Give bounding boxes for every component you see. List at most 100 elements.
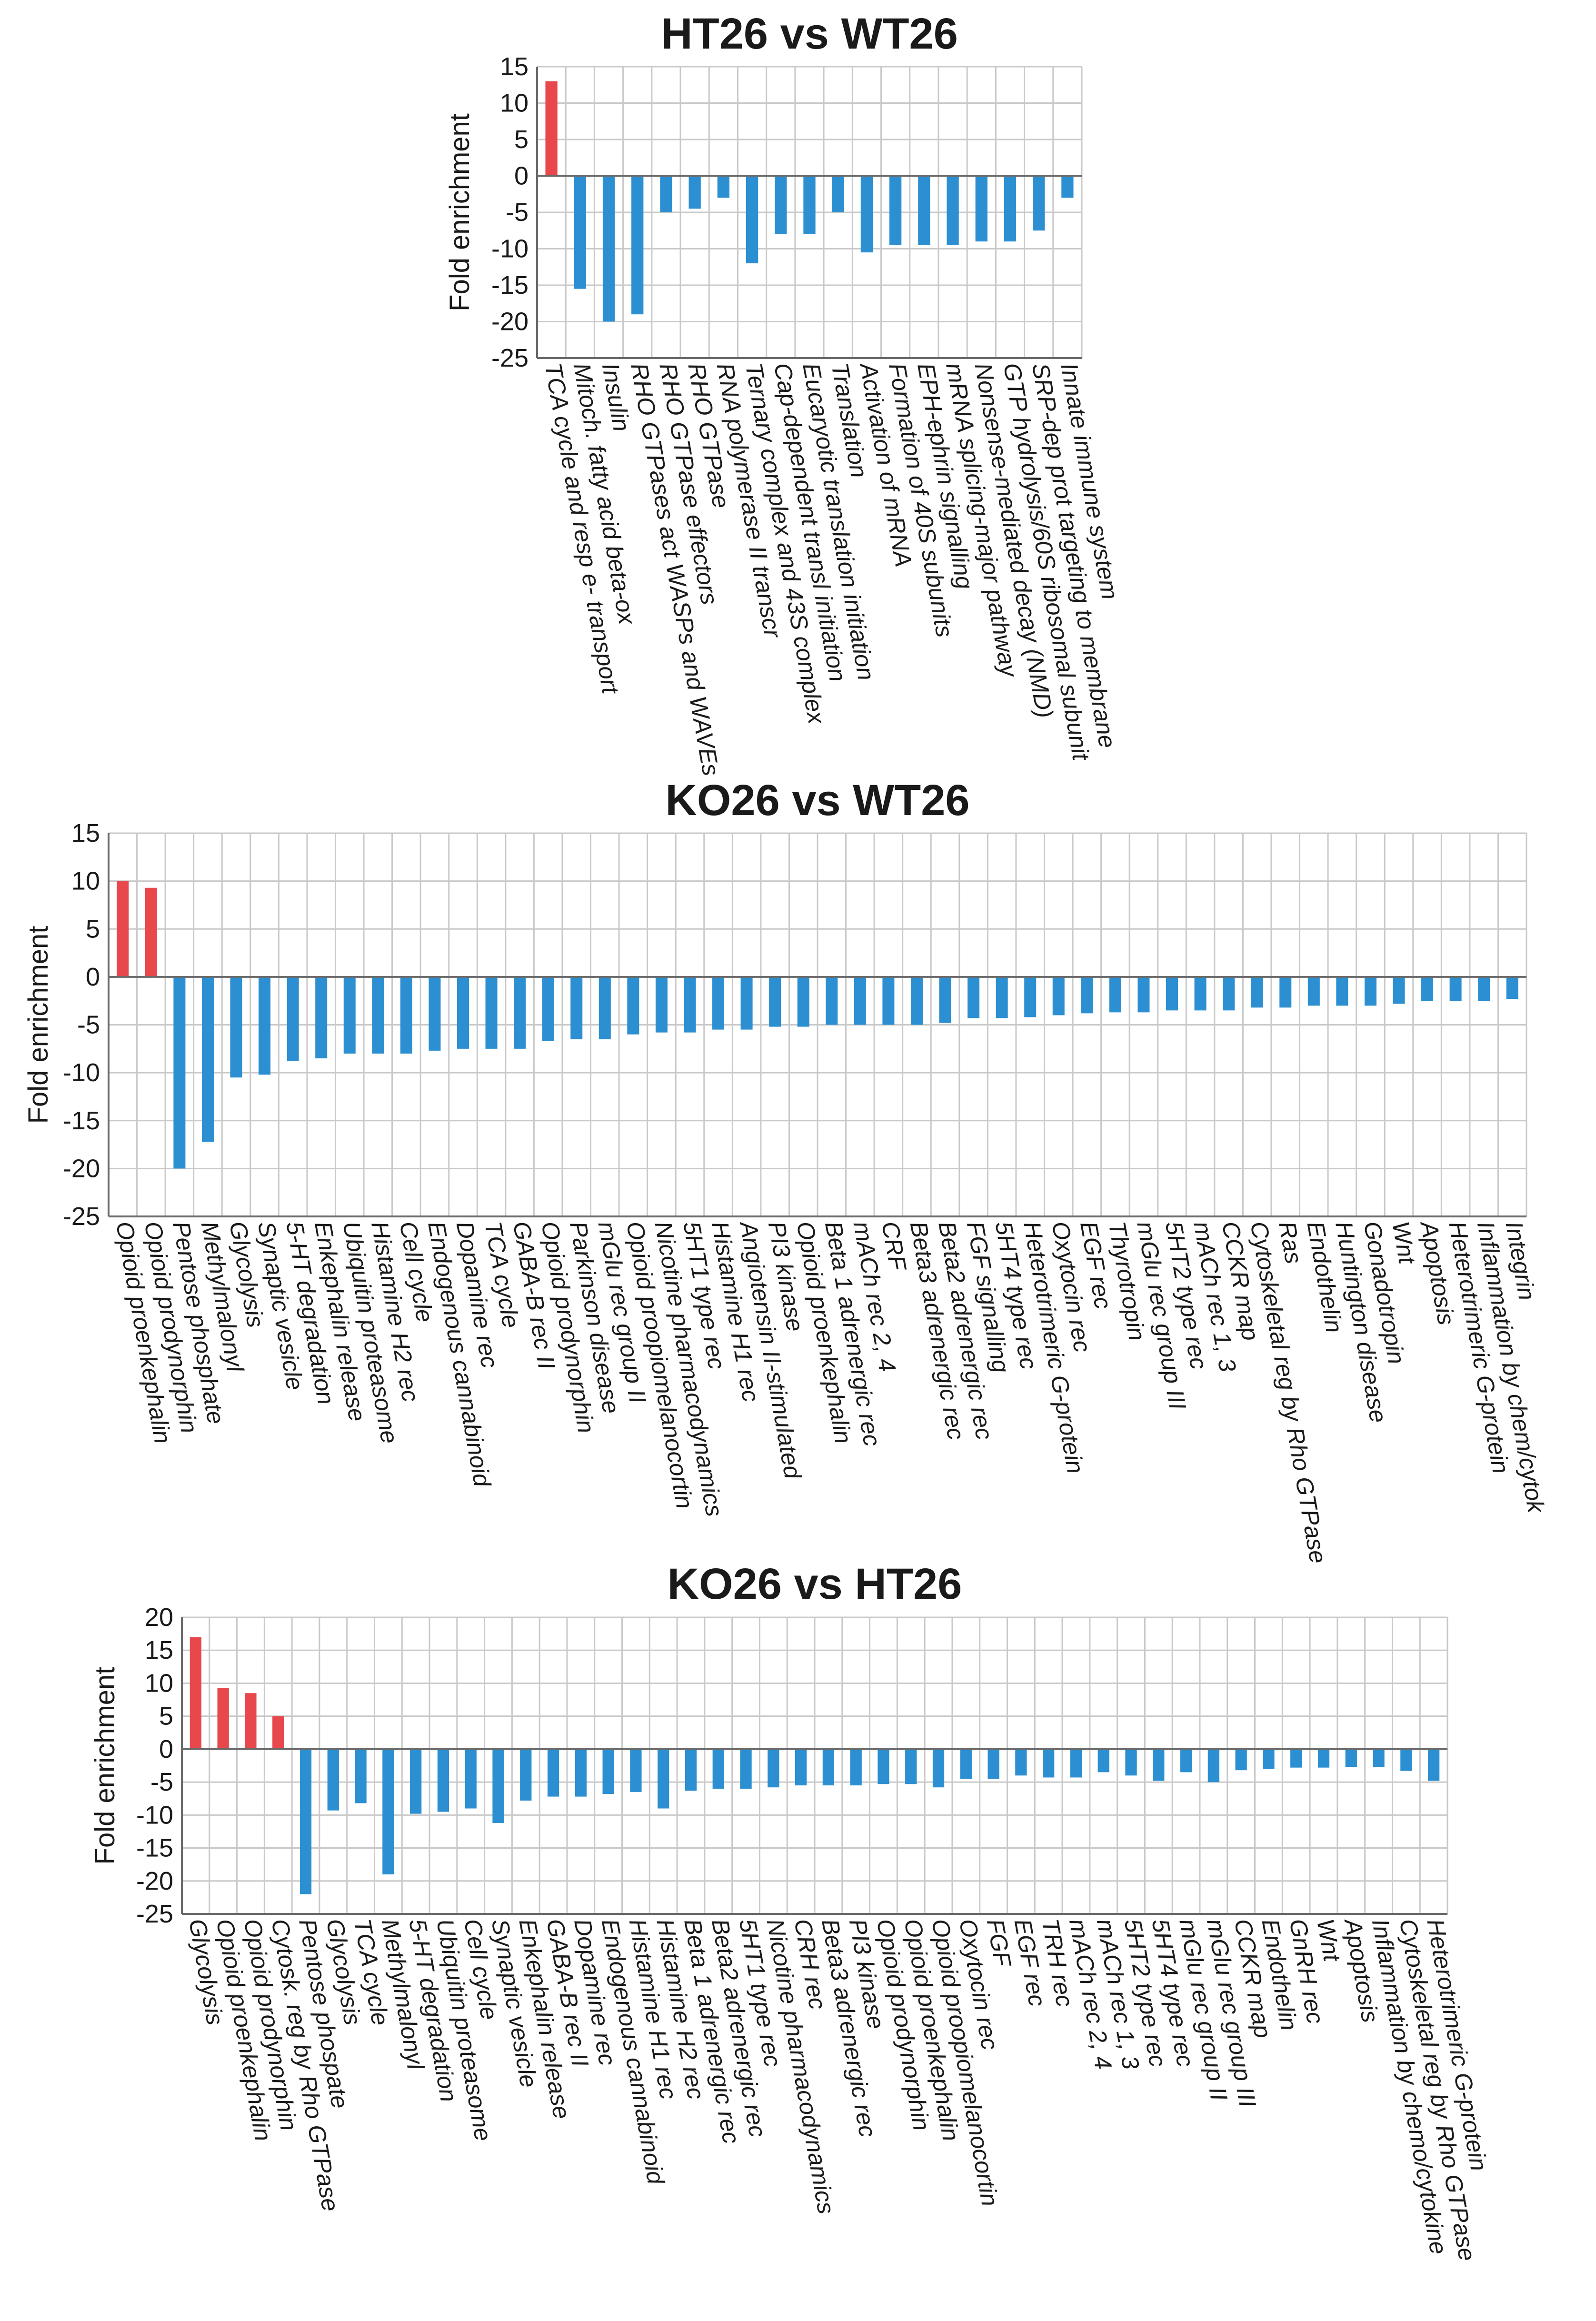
bar-1 — [190, 1637, 202, 1749]
bar-4 — [272, 1716, 284, 1749]
y-tick-label: -10 — [136, 1801, 173, 1829]
bar-24 — [822, 1749, 835, 1786]
bar-15 — [575, 1749, 587, 1797]
bar-20 — [712, 1749, 724, 1789]
bar-29 — [910, 976, 923, 1025]
bar-50 — [1506, 976, 1518, 999]
bar-36 — [1109, 976, 1121, 1013]
bar-35 — [1125, 1749, 1137, 1776]
bar-21 — [684, 976, 696, 1033]
bar-39 — [1194, 976, 1207, 1011]
y-tick-label: -5 — [506, 198, 529, 227]
bar-17 — [570, 976, 583, 1039]
bar-2 — [574, 176, 586, 289]
y-tick-label: 10 — [500, 89, 529, 118]
bar-14 — [485, 976, 498, 1049]
y-tick-label: -15 — [63, 1106, 100, 1135]
bar-3 — [173, 976, 186, 1169]
bar-28 — [932, 1749, 945, 1788]
bar-8 — [382, 1749, 394, 1874]
y-tick-label: -15 — [491, 271, 529, 299]
chart-title: HT26 vs WT26 — [661, 10, 958, 58]
y-tick-label: -20 — [136, 1867, 173, 1895]
bar-12 — [492, 1749, 504, 1823]
y-tick-label: 5 — [159, 1702, 173, 1731]
bar-32 — [1043, 1749, 1055, 1778]
bar-27 — [854, 976, 866, 1025]
bar-25 — [850, 1749, 862, 1786]
y-tick-label: -5 — [77, 1011, 100, 1039]
chart-title: KO26 vs WT26 — [665, 776, 969, 825]
bar-33 — [1070, 1749, 1082, 1778]
bar-38 — [1207, 1749, 1219, 1783]
bar-9 — [775, 176, 787, 234]
bar-42 — [1279, 976, 1292, 1008]
y-tick-label: -10 — [63, 1058, 100, 1087]
chart-ht26-vs-wt26: HT26 vs WT26 Fold enrichment 15 10 5 0 -5 -10 -1… — [444, 10, 1124, 778]
y-tick-label: 0 — [159, 1735, 173, 1763]
bar-47 — [1421, 976, 1434, 1001]
bar-34 — [1097, 1749, 1109, 1773]
bar-48 — [1449, 976, 1462, 1001]
bar-16 — [602, 1749, 614, 1794]
bar-7 — [717, 176, 730, 198]
chart-title: KO26 vs HT26 — [668, 1560, 962, 1608]
bar-23 — [740, 976, 753, 1030]
bar-33 — [1024, 976, 1037, 1017]
y-tick-label: -5 — [150, 1768, 173, 1796]
bar-38 — [1166, 976, 1178, 1011]
y-tick-label: 20 — [145, 1603, 173, 1632]
bar-15 — [947, 176, 959, 245]
y-tick-label: -25 — [136, 1900, 173, 1928]
y-tick-label: 0 — [514, 162, 529, 190]
bar-12 — [429, 976, 441, 1051]
bar-17 — [630, 1749, 642, 1792]
bar-10 — [437, 1749, 449, 1812]
bar-6 — [688, 176, 701, 209]
bar-26 — [826, 976, 838, 1025]
chart-ko26-vs-ht26: KO26 vs HT26 Fold enrichment 20 15 10 5 0 -5 -10… — [90, 1560, 1493, 2263]
bar-19 — [1061, 176, 1074, 198]
bar-5 — [230, 976, 242, 1078]
bar-16 — [542, 976, 554, 1041]
bar-12 — [860, 176, 873, 253]
y-tick-label: -10 — [491, 235, 529, 263]
bar-27 — [905, 1749, 917, 1784]
bar-11 — [832, 176, 844, 212]
bar-44 — [1373, 1749, 1385, 1767]
bar-8 — [746, 176, 758, 264]
bar-18 — [658, 1749, 669, 1809]
y-axis-label: Fold enrichment — [90, 1667, 120, 1865]
bar-31 — [1015, 1749, 1027, 1776]
bar-32 — [996, 976, 1008, 1018]
bar-25 — [797, 976, 809, 1027]
bar-4 — [201, 976, 214, 1142]
bar-17 — [1004, 176, 1017, 242]
y-tick-label: 15 — [145, 1636, 173, 1664]
bar-11 — [400, 976, 412, 1054]
bar-34 — [1052, 976, 1065, 1016]
bar-3 — [602, 176, 615, 322]
bar-46 — [1427, 1749, 1440, 1781]
bar-5 — [299, 1749, 312, 1894]
bar-45 — [1400, 1749, 1412, 1771]
bar-29 — [960, 1749, 972, 1779]
bar-11 — [465, 1749, 477, 1809]
bar-21 — [740, 1749, 752, 1789]
bar-44 — [1336, 976, 1348, 1006]
y-tick-label: 0 — [86, 963, 100, 991]
bar-13 — [889, 176, 902, 245]
y-tick-label: 15 — [71, 819, 100, 847]
bar-9 — [410, 1749, 422, 1814]
y-tick-label: -20 — [63, 1154, 100, 1183]
bar-30 — [988, 1749, 999, 1779]
bar-18 — [598, 976, 611, 1039]
bar-46 — [1393, 976, 1405, 1004]
bar-43 — [1345, 1749, 1357, 1767]
bar-7 — [287, 976, 299, 1061]
bar-6 — [327, 1749, 339, 1811]
bar-18 — [1033, 176, 1045, 231]
bar-28 — [882, 976, 895, 1025]
bar-43 — [1307, 976, 1320, 1006]
